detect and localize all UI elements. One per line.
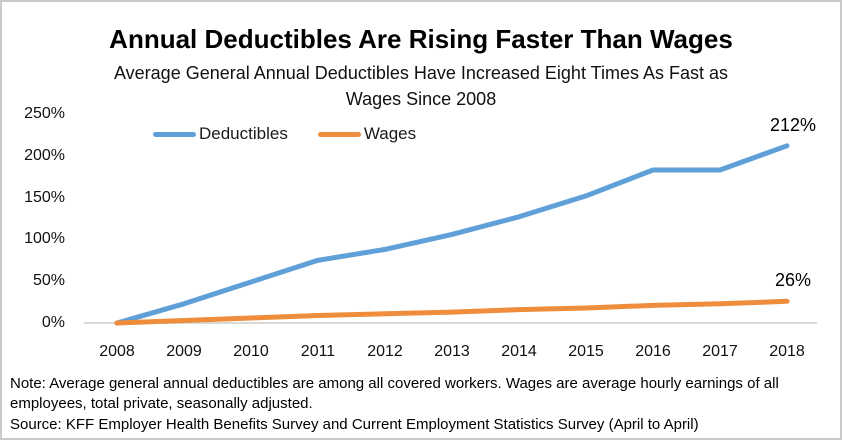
deductibles-end-value-label: 212% <box>769 114 817 135</box>
chart-title: Annual Deductibles Are Rising Faster Tha… <box>109 24 733 54</box>
x-tick-label: 2008 <box>99 343 135 360</box>
x-tick-label: 2013 <box>434 343 470 360</box>
x-tick-label: 2014 <box>501 343 537 360</box>
wages-legend-swatch-icon <box>317 131 361 137</box>
chart-subtitle: Average General Annual Deductibles Have … <box>113 63 728 109</box>
y-tick-label: 50% <box>32 272 65 290</box>
legend-label: Deductibles <box>199 124 288 143</box>
y-tick-label: 150% <box>24 188 65 206</box>
note-text: Note: Average general annual deductibles… <box>10 375 779 412</box>
x-tick-label: 2010 <box>233 343 269 360</box>
legend-item-wages: Wages <box>317 124 417 144</box>
x-tick-label: 2016 <box>635 343 671 360</box>
x-tick-label: 2015 <box>568 343 604 360</box>
legend-item-deductibles: Deductibles <box>153 124 288 144</box>
legend-label: Wages <box>363 124 417 143</box>
source-text: Source: KFF Employer Health Benefits Sur… <box>10 416 699 433</box>
x-tick-label: 2011 <box>300 343 336 360</box>
y-tick-label: 0% <box>41 314 65 331</box>
y-tick-label: 100% <box>24 230 65 248</box>
deductibles-line <box>114 143 790 326</box>
y-tick-label: 250% <box>24 105 65 122</box>
x-tick-label: 2012 <box>367 343 403 360</box>
wages-end-value-label: 26% <box>774 270 812 291</box>
wages-line <box>114 298 790 326</box>
x-tick-label: 2009 <box>166 343 202 360</box>
y-tick-label: 200% <box>24 146 65 164</box>
x-tick-label: 2017 <box>702 343 738 360</box>
legend: Deductibles Wages <box>153 124 416 144</box>
deductibles-legend-swatch-icon <box>153 131 196 137</box>
x-tick-label: 2018 <box>769 343 805 360</box>
